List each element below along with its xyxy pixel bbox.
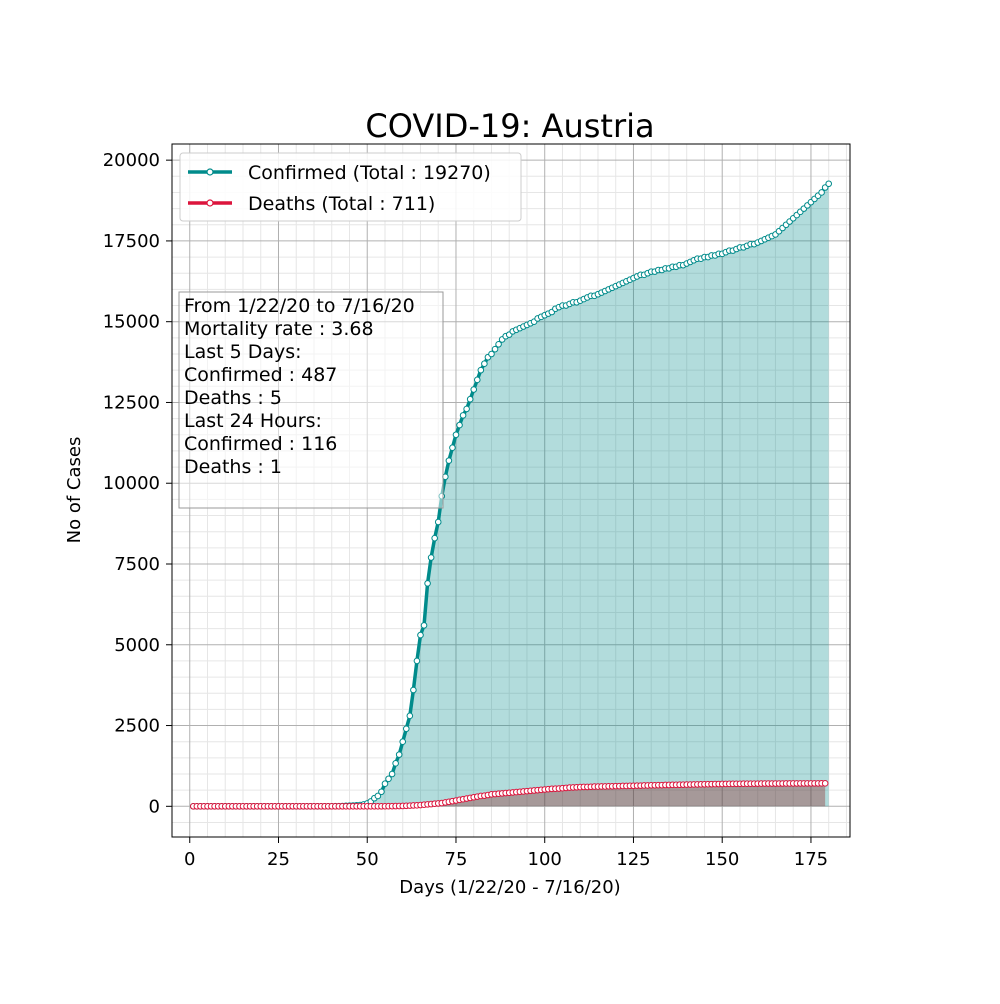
y-tick-label: 15000 — [103, 312, 160, 333]
series-0-point — [395, 751, 403, 758]
legend-box — [179, 152, 522, 222]
x-tick-label: 175 — [794, 849, 828, 870]
series-0-area — [193, 183, 829, 807]
info-line-last5-confirmed: Confirmed : 487 — [184, 364, 337, 386]
info-line-last24-deaths: Deaths : 1 — [184, 456, 282, 478]
series-0-point — [424, 580, 431, 587]
series-0-point — [420, 622, 428, 629]
series-0-point — [481, 360, 488, 367]
info-line-last24-confirmed: Confirmed : 116 — [184, 433, 337, 455]
x-tick-label: 75 — [445, 849, 468, 870]
y-tick-label: 17500 — [103, 231, 160, 252]
legend-confirmed-marker — [206, 168, 214, 176]
info-line-last5-deaths: Deaths : 5 — [184, 387, 282, 409]
series-0-point — [445, 457, 453, 464]
y-tick-label: 7500 — [114, 554, 160, 575]
series-0-point — [434, 518, 442, 526]
series-0-point — [392, 760, 399, 767]
series-0-point — [431, 534, 438, 542]
series-0-point — [417, 631, 424, 639]
series-0-point — [406, 712, 414, 720]
series-0-point — [470, 386, 478, 393]
x-tick-label: 0 — [184, 849, 195, 870]
info-line-last24-header: Last 24 Hours: — [184, 410, 322, 432]
series-0-point — [410, 686, 417, 694]
info-box-frame — [178, 291, 444, 509]
y-axis-label: No of Cases — [64, 437, 85, 544]
y-tick-label: 10000 — [103, 473, 160, 494]
series-0-point — [488, 350, 495, 358]
x-tick-label: 50 — [356, 849, 379, 870]
y-tick-label: 5000 — [114, 635, 160, 656]
chart-title: COVID-19: Austria — [365, 107, 654, 145]
x-axis-label: Days (1/22/20 - 7/16/20) — [399, 877, 620, 898]
x-tick-label: 125 — [616, 849, 650, 870]
y-tick-label: 2500 — [114, 716, 160, 737]
y-tick-label: 12500 — [103, 392, 160, 413]
series-0-point — [378, 788, 385, 796]
legend-confirmed-label: Confirmed (Total : 19270) — [248, 162, 491, 184]
series-0-point — [463, 405, 470, 413]
series-0-point — [388, 770, 396, 778]
series-0-point — [491, 345, 499, 353]
series-0-point — [459, 412, 467, 419]
series-0-point — [473, 376, 481, 384]
series-0-point — [495, 341, 502, 348]
legend-deaths-marker — [206, 199, 214, 207]
series-0-point — [825, 180, 833, 188]
series-0-point — [456, 421, 463, 429]
y-tick-label: 0 — [149, 796, 160, 817]
series-0-point — [477, 366, 485, 374]
series-0-point — [413, 657, 421, 665]
series-0-point — [385, 775, 392, 783]
y-axis-ticks: 0 2500 5000 7500 10000 12500 15000 17500 20000 — [103, 150, 172, 817]
series-1-point — [821, 780, 829, 787]
series-0-point — [381, 780, 389, 787]
series-0-point — [374, 792, 382, 800]
series-markers — [190, 180, 833, 810]
legend-deaths-label: Deaths (Total : 711) — [248, 193, 435, 215]
series-0-point — [452, 431, 460, 439]
series-0-point — [449, 444, 456, 451]
series-0-point — [818, 189, 825, 196]
info-line-last5-header: Last 5 Days: — [184, 341, 302, 363]
x-tick-label: 150 — [705, 849, 739, 870]
info-line-date-range: From 1/22/20 to 7/16/20 — [184, 295, 415, 317]
x-tick-label: 100 — [528, 849, 562, 870]
series-0-point — [399, 738, 407, 745]
info-line-mortality: Mortality rate : 3.68 — [184, 318, 374, 340]
series-0-point — [466, 395, 474, 403]
x-axis-ticks: 0 25 50 75 100 125 150 175 — [184, 837, 828, 870]
y-tick-label: 20000 — [103, 150, 160, 171]
plot-frame — [171, 143, 851, 838]
series-0-point — [402, 725, 410, 733]
info-box: From 1/22/20 to 7/16/20 Mortality rate :… — [178, 291, 444, 509]
series-0-point — [427, 554, 435, 561]
legend: Confirmed (Total : 19270) Deaths (Total … — [179, 152, 522, 222]
x-tick-label: 25 — [267, 849, 290, 870]
